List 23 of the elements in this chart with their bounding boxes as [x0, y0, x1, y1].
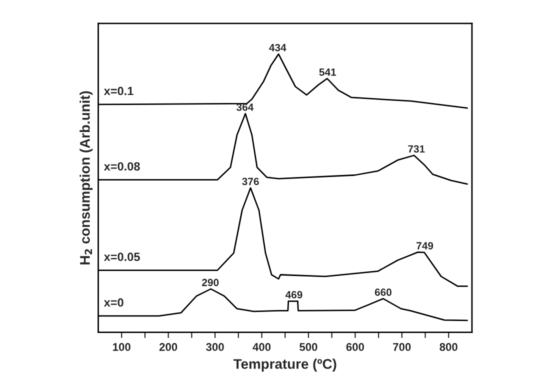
x-tick-label: 800 — [440, 343, 458, 351]
y-axis-title: H$_{2}$ consumption (Arb.unit) — [80, 91, 93, 264]
series-label: x=0.1 — [104, 86, 134, 96]
x-tick-label: 400 — [252, 343, 271, 351]
x-tick-label: 600 — [346, 343, 364, 351]
annotation: 541 — [319, 68, 336, 76]
x-tick-label: 100 — [113, 343, 130, 351]
x-tick-label: 300 — [206, 343, 224, 351]
annotation: 749 — [416, 242, 434, 250]
series-label: x=0.05 — [104, 252, 140, 262]
annotation: 469 — [285, 291, 302, 298]
annotation: 376 — [242, 178, 259, 186]
annotation: 434 — [269, 44, 286, 52]
x-tick-label: 500 — [300, 343, 318, 351]
annotation: 290 — [202, 278, 219, 286]
annotation: 364 — [236, 103, 254, 111]
series-label: x=0.08 — [104, 162, 140, 171]
annotation: 660 — [374, 288, 392, 296]
series-label: x=0 — [104, 298, 124, 307]
annotation: 731 — [408, 145, 425, 153]
x-axis-title: Temprature (ºC) — [233, 358, 336, 372]
x-tick-label: 700 — [393, 343, 411, 351]
x-tick-label: 200 — [159, 343, 178, 351]
